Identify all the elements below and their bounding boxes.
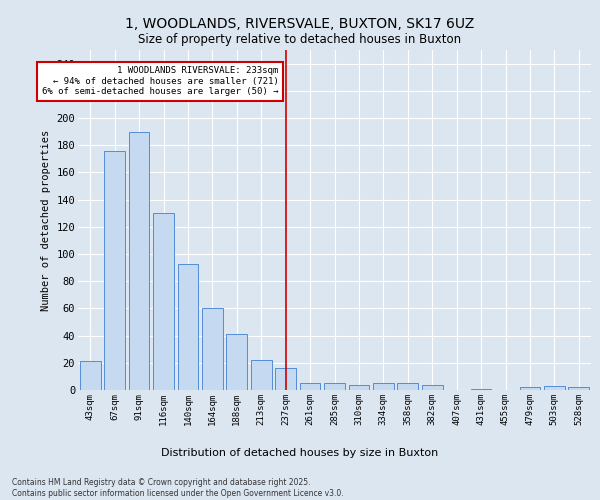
Y-axis label: Number of detached properties: Number of detached properties — [41, 130, 51, 310]
Bar — [128, 132, 149, 390]
Text: 1, WOODLANDS, RIVERSVALE, BUXTON, SK17 6UZ: 1, WOODLANDS, RIVERSVALE, BUXTON, SK17 6… — [125, 18, 475, 32]
Text: 1 WOODLANDS RIVERSVALE: 233sqm
← 94% of detached houses are smaller (721)
6% of : 1 WOODLANDS RIVERSVALE: 233sqm ← 94% of … — [42, 66, 278, 96]
Bar — [80, 362, 101, 390]
Text: Distribution of detached houses by size in Buxton: Distribution of detached houses by size … — [161, 448, 439, 458]
Bar — [226, 334, 247, 390]
Bar — [544, 386, 565, 390]
Bar — [349, 384, 370, 390]
Bar — [568, 388, 589, 390]
Bar — [373, 383, 394, 390]
Bar — [520, 388, 541, 390]
Bar — [470, 388, 491, 390]
Bar — [422, 384, 443, 390]
Bar — [299, 383, 320, 390]
Bar — [324, 383, 345, 390]
Text: Contains HM Land Registry data © Crown copyright and database right 2025.
Contai: Contains HM Land Registry data © Crown c… — [12, 478, 344, 498]
Bar — [251, 360, 272, 390]
Bar — [202, 308, 223, 390]
Bar — [153, 213, 174, 390]
Bar — [397, 383, 418, 390]
Bar — [104, 150, 125, 390]
Text: Size of property relative to detached houses in Buxton: Size of property relative to detached ho… — [139, 32, 461, 46]
Bar — [275, 368, 296, 390]
Bar — [178, 264, 199, 390]
